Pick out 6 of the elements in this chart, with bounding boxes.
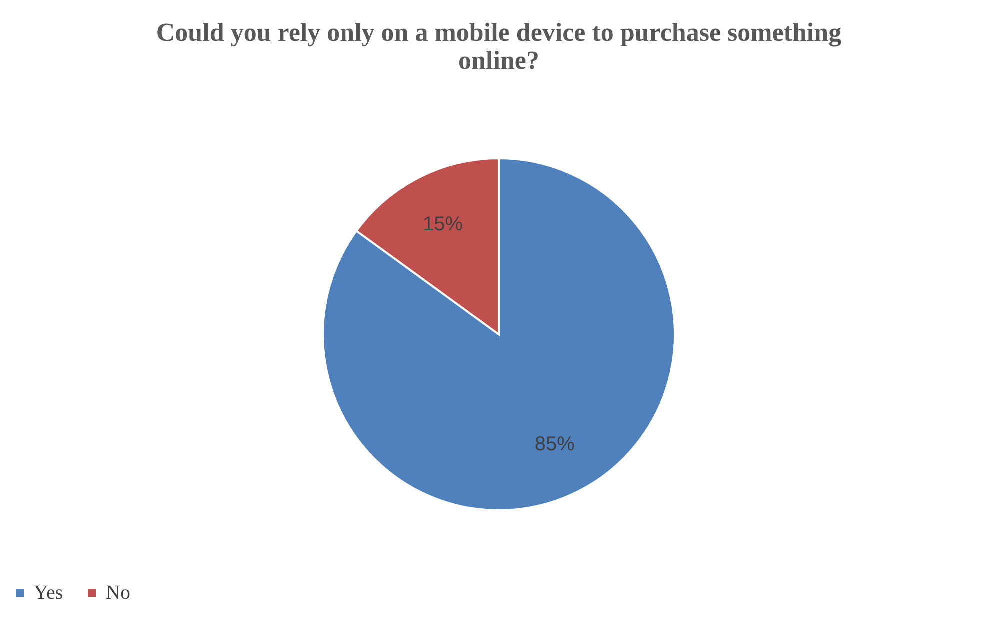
legend-label: No xyxy=(106,582,130,604)
data-label: 15% xyxy=(423,214,464,236)
legend-label: Yes xyxy=(34,582,64,604)
chart-title: Could you rely only on a mobile device to purchase something online? xyxy=(156,18,842,75)
data-label: 85% xyxy=(534,433,576,456)
pie-slice xyxy=(322,158,676,512)
